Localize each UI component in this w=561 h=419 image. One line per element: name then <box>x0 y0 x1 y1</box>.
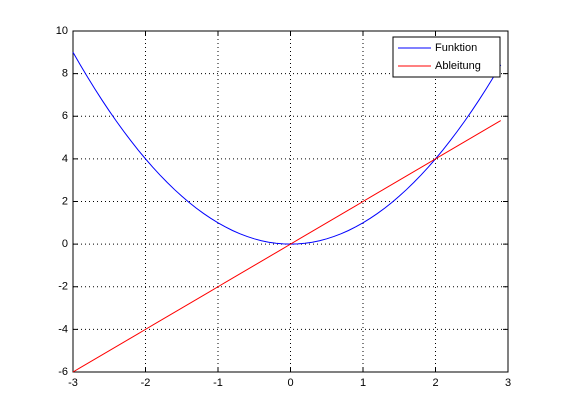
y-tick-label: -4 <box>58 323 68 335</box>
x-tick-label: 0 <box>287 377 293 389</box>
x-tick-label: -1 <box>213 377 223 389</box>
y-tick-label: 10 <box>56 25 68 37</box>
y-tick-label: 6 <box>62 110 68 122</box>
series-line <box>72 120 502 373</box>
legend-label: Ableitung <box>435 60 481 72</box>
series-line <box>72 52 502 245</box>
x-tick-label: -3 <box>68 377 78 389</box>
y-tick-label: -6 <box>58 366 68 378</box>
legend-label: Funktion <box>435 42 477 54</box>
x-tick-label: -2 <box>141 377 151 389</box>
y-tick-label: 2 <box>62 195 68 207</box>
y-tick-label: 4 <box>62 153 68 165</box>
legend-box <box>392 36 501 78</box>
x-tick-label: 3 <box>505 377 511 389</box>
axes-box <box>72 30 509 373</box>
y-tick-label: 0 <box>62 238 68 250</box>
plot-area <box>73 31 508 372</box>
x-tick-label: 1 <box>360 377 366 389</box>
x-tick-label: 2 <box>432 377 438 389</box>
y-tick-label: 8 <box>62 68 68 80</box>
y-tick-label: -2 <box>58 281 68 293</box>
